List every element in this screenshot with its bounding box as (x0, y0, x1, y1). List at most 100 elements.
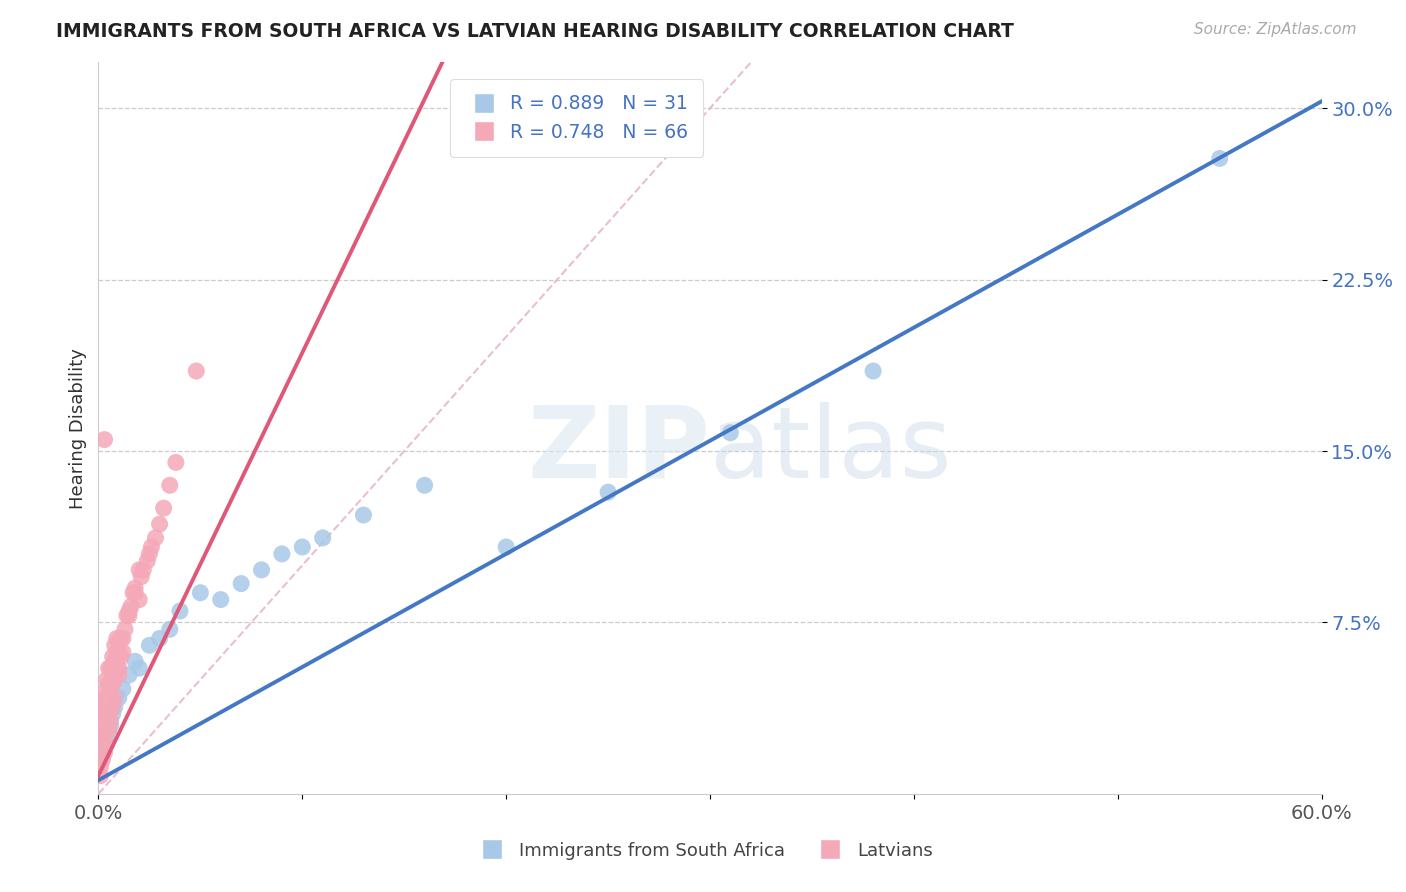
Point (188, 586, 212, 600)
Point (100, 661, 122, 675)
Point (105, 661, 128, 675)
Point (93, 737, 115, 751)
Point (97, 661, 120, 675)
Point (118, 608, 141, 623)
Point (91, 730, 114, 744)
Point (101, 700, 124, 714)
Point (111, 681, 134, 696)
Point (91, 706, 114, 721)
Point (108, 690, 131, 705)
Point (209, 592, 232, 607)
Point (598, 485, 620, 500)
Point (141, 540, 163, 554)
Point (93, 684, 115, 698)
Y-axis label: Hearing Disability: Hearing Disability (69, 348, 87, 508)
Point (101, 706, 124, 721)
Point (97, 706, 120, 721)
Point (159, 623, 181, 637)
Point (96, 730, 118, 744)
Point (128, 661, 150, 675)
Point (104, 654, 127, 668)
Point (96, 737, 118, 751)
Point (100, 677, 122, 691)
Point (128, 563, 150, 577)
Point (291, 540, 314, 554)
Point (104, 690, 127, 705)
Point (120, 599, 142, 614)
Point (124, 586, 146, 600)
Text: Source: ZipAtlas.com: Source: ZipAtlas.com (1194, 22, 1357, 37)
Point (149, 632, 172, 646)
Point (136, 554, 159, 568)
Point (110, 649, 132, 664)
Point (108, 661, 131, 675)
Point (105, 645, 128, 659)
Point (89, 737, 111, 751)
Point (231, 576, 253, 591)
Point (100, 718, 122, 732)
Point (169, 604, 191, 618)
Point (91, 753, 114, 767)
Point (91, 718, 114, 732)
Point (93, 723, 115, 737)
Point (96, 673, 118, 687)
Legend: Immigrants from South Africa, Latvians: Immigrants from South Africa, Latvians (467, 835, 939, 867)
Point (118, 668, 141, 682)
Point (138, 547, 160, 561)
Point (89, 768, 111, 783)
Point (115, 608, 138, 623)
Point (250, 563, 273, 577)
Point (186, 364, 208, 378)
Point (152, 501, 174, 516)
Point (114, 623, 136, 637)
Point (101, 677, 124, 691)
Point (100, 696, 122, 710)
Point (159, 478, 181, 492)
Point (108, 668, 131, 682)
Point (352, 508, 374, 522)
Point (96, 700, 118, 714)
Point (89, 759, 111, 773)
Point (89, 746, 111, 760)
Point (105, 632, 128, 646)
Point (111, 645, 134, 659)
Point (128, 592, 150, 607)
Point (96, 690, 118, 705)
Point (93, 746, 115, 760)
Point (93, 433, 115, 447)
Point (101, 661, 124, 675)
Point (118, 604, 141, 618)
Point (1209, 152, 1232, 166)
Point (718, 425, 742, 440)
Point (122, 586, 145, 600)
Point (93, 711, 115, 725)
Point (91, 741, 114, 756)
Point (110, 632, 132, 646)
Text: atlas: atlas (710, 401, 952, 499)
Point (104, 673, 127, 687)
Text: IMMIGRANTS FROM SOUTH AFRICA VS LATVIAN HEARING DISABILITY CORRELATION CHART: IMMIGRANTS FROM SOUTH AFRICA VS LATVIAN … (56, 22, 1014, 41)
Point (97, 677, 120, 691)
Point (124, 654, 146, 668)
Point (97, 723, 120, 737)
Point (101, 649, 124, 664)
Point (495, 540, 517, 554)
Point (270, 547, 294, 561)
Point (97, 723, 120, 737)
Point (104, 700, 127, 714)
Point (132, 563, 155, 577)
Point (111, 632, 134, 646)
Point (89, 750, 111, 764)
Point (413, 478, 436, 492)
Point (97, 690, 120, 705)
Point (129, 570, 152, 584)
Point (138, 638, 160, 652)
Point (100, 714, 122, 728)
Legend: R = 0.889   N = 31, R = 0.748   N = 66: R = 0.889 N = 31, R = 0.748 N = 66 (450, 79, 703, 156)
Point (104, 638, 127, 652)
Point (93, 696, 115, 710)
Point (862, 364, 884, 378)
Point (108, 645, 131, 659)
Text: ZIP: ZIP (527, 401, 710, 499)
Point (124, 581, 146, 595)
